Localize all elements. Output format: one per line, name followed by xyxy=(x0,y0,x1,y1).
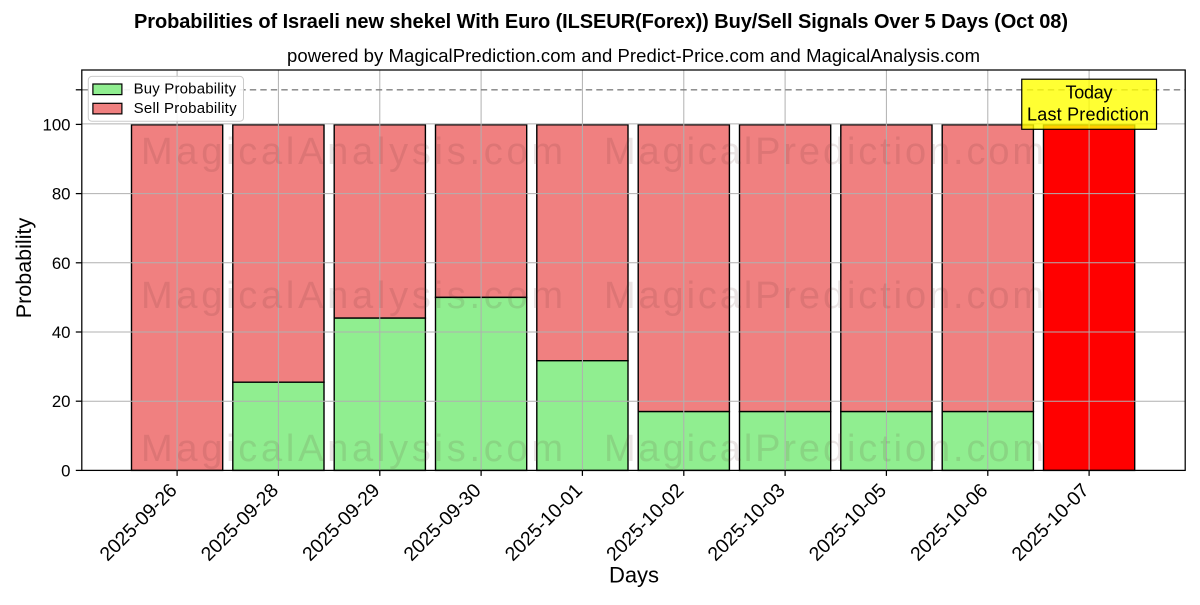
svg-text:MagicalAnalysis.com: MagicalAnalysis.com xyxy=(141,428,563,470)
svg-text:40: 40 xyxy=(52,323,71,342)
svg-text:Probabilities of Israeli new s: Probabilities of Israeli new shekel With… xyxy=(134,11,1068,33)
svg-text:Today: Today xyxy=(1066,82,1113,102)
svg-text:MagicalAnalysis.com: MagicalAnalysis.com xyxy=(141,275,563,317)
svg-text:powered by MagicalPrediction.c: powered by MagicalPrediction.com and Pre… xyxy=(287,45,980,66)
svg-text:100: 100 xyxy=(43,115,71,134)
svg-text:20: 20 xyxy=(52,392,71,411)
svg-text:Buy Probability: Buy Probability xyxy=(134,80,237,97)
svg-text:0: 0 xyxy=(61,461,70,480)
svg-text:Days: Days xyxy=(609,563,659,588)
svg-text:MagicalPrediction.com: MagicalPrediction.com xyxy=(604,275,1044,317)
svg-text:80: 80 xyxy=(52,185,71,204)
svg-text:Probability: Probability xyxy=(12,218,36,319)
svg-text:Sell Probability: Sell Probability xyxy=(134,100,238,117)
svg-text:Last Prediction: Last Prediction xyxy=(1027,105,1149,125)
svg-text:MagicalPrediction.com: MagicalPrediction.com xyxy=(604,131,1044,173)
svg-text:MagicalAnalysis.com: MagicalAnalysis.com xyxy=(141,131,563,173)
svg-text:60: 60 xyxy=(52,254,71,273)
svg-text:MagicalPrediction.com: MagicalPrediction.com xyxy=(604,428,1044,470)
